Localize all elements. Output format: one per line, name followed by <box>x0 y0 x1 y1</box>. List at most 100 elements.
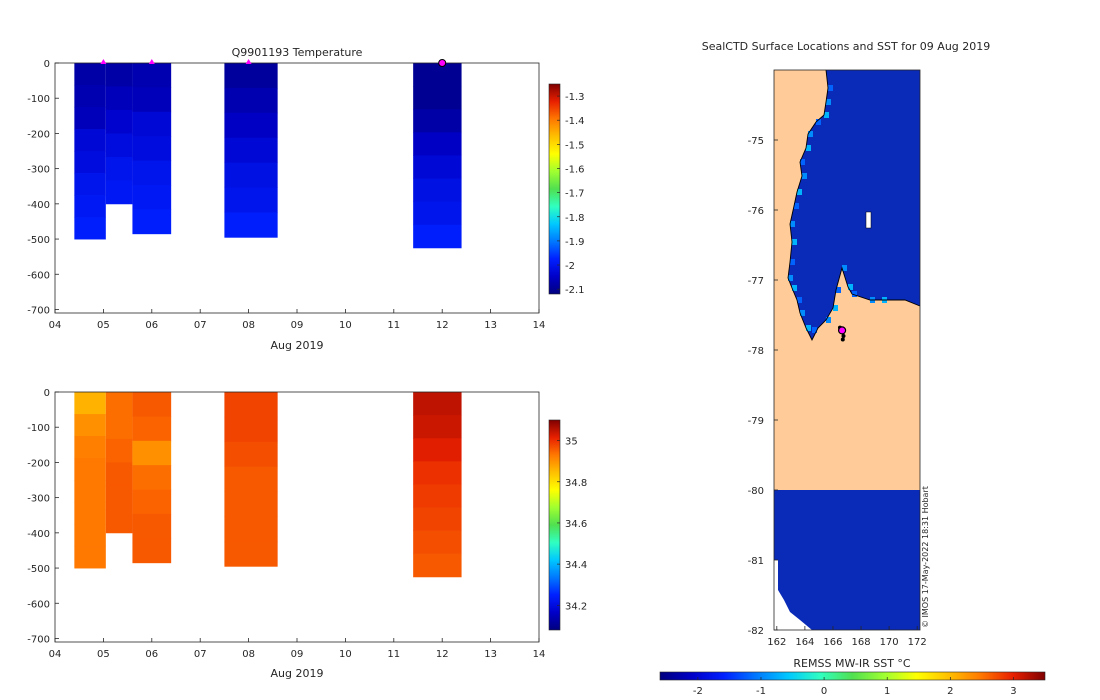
temp-cbtick-label: -1.4 <box>565 116 585 127</box>
sst-cbtick-label: 3 <box>1010 686 1016 697</box>
temp-cell-4-3 <box>413 132 462 156</box>
seal-location <box>840 337 845 342</box>
salinity-colorbar <box>548 419 561 631</box>
sst-colorbar-ticks: -2 -1 0 1 2 3 <box>693 677 1017 697</box>
map-ytick-label: -79 <box>748 416 764 427</box>
coastal-cell <box>794 203 799 209</box>
salinity-panel: 04 05 06 07 08 09 10 11 12 13 14 0 -100 -200 -300 -400… <box>27 388 587 680</box>
temp-cell-3-0 <box>224 63 278 89</box>
sal-cell-1-3 <box>105 462 133 487</box>
temp-cell-2-2 <box>132 111 172 137</box>
temp-cell-1-2 <box>105 109 133 134</box>
temp-cbtick-label: -1.7 <box>565 189 585 200</box>
coastal-cell <box>790 259 795 265</box>
coastal-cell <box>806 325 811 331</box>
sal-cell-3-3 <box>224 466 278 492</box>
temp-cell-4-6 <box>413 201 462 226</box>
temp-cell-3-3 <box>224 137 278 163</box>
temperature-title: Q9901193 Temperature <box>232 46 363 59</box>
temp-xtick-label: 13 <box>484 320 497 331</box>
sal-ytick-label: -200 <box>27 458 50 469</box>
sal-ytick-label: 0 <box>44 388 50 399</box>
temp-cell-0-1 <box>74 85 106 108</box>
coastal-cell <box>836 287 841 293</box>
sal-cell-0-2 <box>74 436 106 459</box>
coastal-cell <box>806 145 811 151</box>
sal-cell-2-2 <box>132 440 172 466</box>
sst-colorbar <box>659 671 1046 681</box>
sal-cell-2-3 <box>132 465 172 490</box>
temp-cell-3-4 <box>224 162 278 188</box>
sal-ytick-label: -300 <box>27 494 50 505</box>
temp-cell-1-0 <box>105 63 133 87</box>
temp-ytick-label: -600 <box>27 270 50 281</box>
sal-xtick-label: 06 <box>145 649 158 660</box>
coastal-cell <box>790 221 795 227</box>
temp-cell-3-5 <box>224 187 278 213</box>
sal-cbtick-label: 34.8 <box>565 478 587 489</box>
temperature-surface-markers <box>100 59 447 67</box>
sal-xtick-label: 09 <box>291 649 304 660</box>
ice-gap <box>774 560 812 630</box>
sal-xtick-label: 04 <box>49 649 62 660</box>
sal-cell-4-7 <box>413 553 462 578</box>
sal-xtick-label: 13 <box>484 649 497 660</box>
coastal-cell <box>800 159 805 165</box>
sal-cell-3-4 <box>224 491 278 517</box>
coastal-cell <box>788 275 793 281</box>
salinity-cells <box>74 392 462 578</box>
temp-cell-3-1 <box>224 87 278 114</box>
sal-cell-0-7 <box>74 546 106 569</box>
sst-cbtick-label: -2 <box>693 686 703 697</box>
coastal-cell <box>833 305 838 311</box>
temp-cbtick-label: -1.6 <box>565 164 585 175</box>
temp-cell-0-7 <box>74 217 106 240</box>
sst-cbtick-label: -1 <box>756 686 766 697</box>
sal-xtick-label: 14 <box>533 649 546 660</box>
temperature-x-ticks: 04 05 06 07 08 09 10 11 12 13 14 <box>49 309 545 331</box>
sal-cell-4-6 <box>413 530 462 555</box>
salinity-y-ticks: 0 -100 -200 -300 -400 -500 -600 -700 <box>27 388 59 645</box>
temp-cell-4-4 <box>413 155 462 179</box>
sal-cell-4-0 <box>413 392 462 416</box>
sal-cell-1-4 <box>105 485 133 510</box>
sal-ytick-label: -400 <box>27 529 50 540</box>
coastal-cell <box>792 285 797 291</box>
map-ytick-label: -77 <box>748 276 764 287</box>
map-xtick-label: 170 <box>880 637 899 648</box>
temp-cell-0-6 <box>74 195 106 218</box>
temperature-colorbar-ticks: -1.3 -1.4 -1.5 -1.6 -1.7 -1.8 -1.9 -2 -2.1 <box>557 92 585 296</box>
map-ytick-label: -82 <box>748 626 764 637</box>
sal-cell-1-5 <box>105 509 133 534</box>
temp-cell-2-1 <box>132 87 172 113</box>
salinity-colorbar-ticks: 35 34.8 34.6 34.4 34.2 <box>557 437 587 612</box>
temp-xtick-label: 11 <box>387 320 400 331</box>
temp-cell-0-3 <box>74 129 106 152</box>
map-xtick-label: 172 <box>908 637 927 648</box>
coastal-cell <box>812 327 817 333</box>
sal-cell-3-2 <box>224 441 278 468</box>
temp-xtick-label: 08 <box>242 320 255 331</box>
temp-cell-4-0 <box>413 63 462 87</box>
temp-cell-2-0 <box>132 63 172 88</box>
temp-cell-3-6 <box>224 212 278 238</box>
sal-cell-4-2 <box>413 438 462 462</box>
coastline <box>787 69 921 342</box>
sal-xtick-label: 05 <box>97 649 110 660</box>
temp-xtick-label: 09 <box>291 320 304 331</box>
temp-cbtick-label: -1.5 <box>565 140 585 151</box>
surface-marker <box>438 59 447 67</box>
temp-cell-2-3 <box>132 136 172 161</box>
temp-cell-0-2 <box>74 107 106 130</box>
map-xtick-label: 166 <box>823 637 842 648</box>
sal-cbtick-label: 34.2 <box>565 601 587 612</box>
coastal-cell <box>826 317 831 323</box>
temp-cbtick-label: -2.1 <box>565 285 585 296</box>
temperature-panel: Q9901193 Temperature 04 05 06 07 08 09 10 11 12 1… <box>27 46 584 352</box>
sal-cell-0-5 <box>74 502 106 525</box>
temp-xtick-label: 06 <box>145 320 158 331</box>
credit-text: © IMOS 17-May-2022 18:31 Hobart <box>921 486 930 628</box>
temp-cell-1-1 <box>105 86 133 111</box>
coastal-cell <box>800 310 805 316</box>
